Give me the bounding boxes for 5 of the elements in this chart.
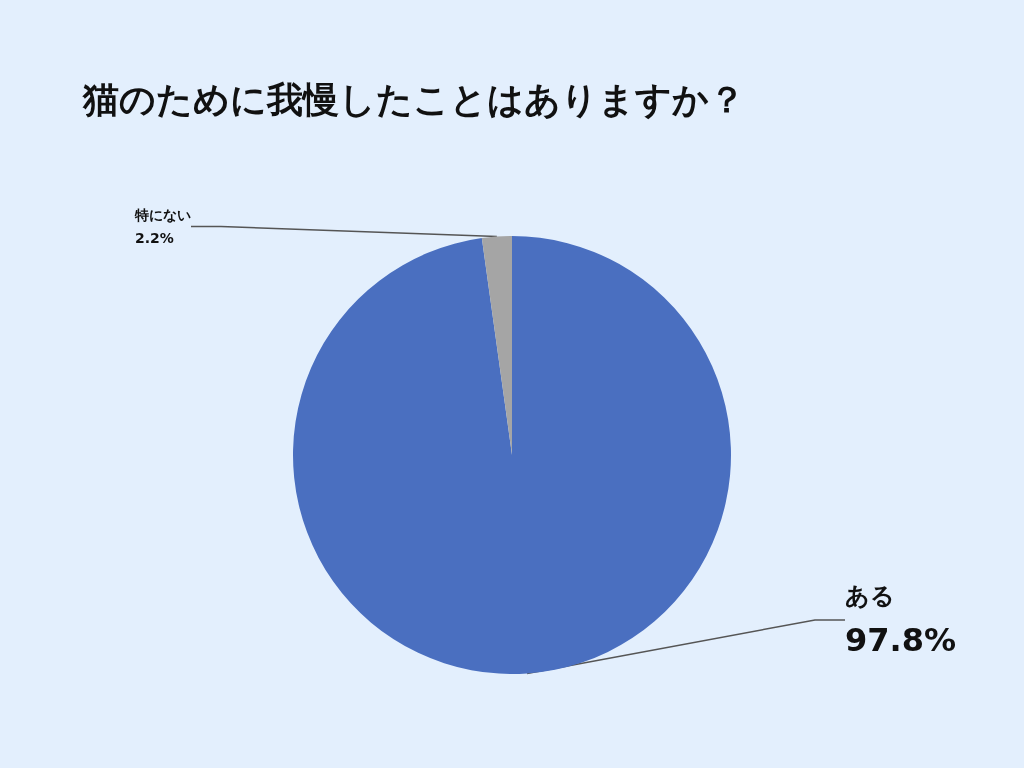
- data-label: 97.8%: [845, 621, 957, 659]
- slice-label: 特にない: [134, 207, 191, 223]
- slice-label: ある: [845, 582, 895, 610]
- data-label: 2.2%: [135, 230, 174, 246]
- chart-title: 猫のために我慢したことはありますか？: [82, 78, 745, 120]
